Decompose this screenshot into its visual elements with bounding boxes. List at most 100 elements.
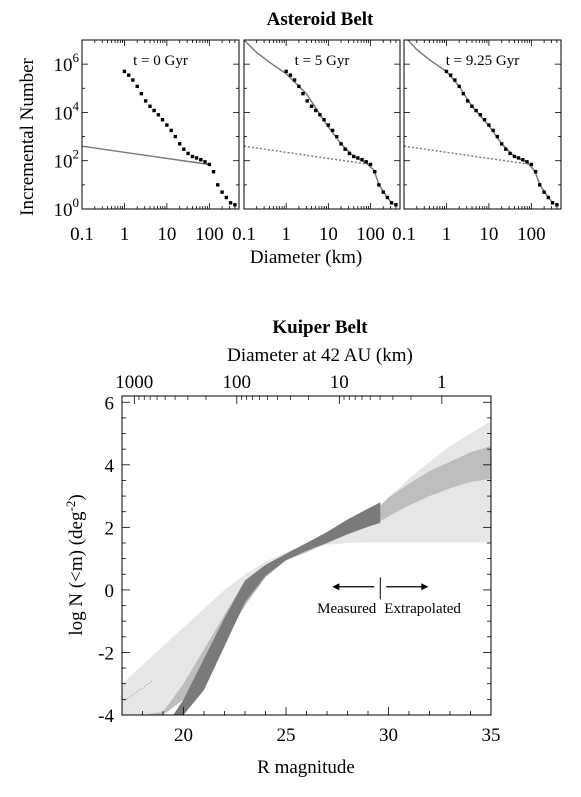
data-point <box>143 99 148 103</box>
kuiper-top-x-axis-label: Diameter at 42 AU (km) <box>227 345 413 366</box>
data-point <box>322 117 326 122</box>
data-point <box>461 91 466 96</box>
data-point <box>465 99 470 103</box>
x-tick-label: 1 <box>442 224 452 245</box>
x-tick-label: 25 <box>277 725 296 746</box>
data-point <box>169 128 173 133</box>
data-point <box>148 104 152 108</box>
data-point <box>389 201 394 205</box>
data-point <box>512 154 517 159</box>
y-tick-label: -4 <box>98 706 114 727</box>
x-tick-label: 10 <box>319 224 338 245</box>
data-point <box>284 69 288 74</box>
data-point <box>381 190 385 194</box>
data-point <box>550 201 555 205</box>
data-point <box>309 104 314 108</box>
data-point <box>173 134 178 139</box>
data-point <box>360 158 364 162</box>
extrapolated-label: Extrapolated <box>384 601 461 617</box>
data-point <box>482 117 487 122</box>
kuiper-x-axis-label: R magnitude <box>257 757 355 778</box>
data-point <box>516 156 521 160</box>
data-point <box>292 78 297 82</box>
panel-content <box>404 40 559 207</box>
data-point <box>220 190 224 194</box>
data-point <box>364 160 368 164</box>
kuiper-y-axis-label-sup: -2 <box>63 501 78 512</box>
data-point <box>313 108 318 113</box>
data-point <box>533 170 538 174</box>
kuiper-y-axis-label-main: log N (<m) (deg <box>66 511 87 636</box>
kuiper-plot: Measured Extrapolated 20 25 30 35 -4 -2 0 2 4 61000… <box>98 372 500 746</box>
data-point <box>529 162 534 167</box>
measured-label: Measured <box>317 601 377 617</box>
x-tick-label: 0.1 <box>70 224 94 245</box>
y-tick-label: 106 <box>54 50 80 76</box>
x-tick-label: 100 <box>356 224 385 245</box>
asteroid-panel-0: t = 0 Gyr 0.1 1 10 100 <box>70 39 240 245</box>
data-point <box>305 99 309 103</box>
band-outer <box>122 421 491 715</box>
data-point <box>160 117 165 122</box>
model-line-dotted <box>404 145 532 166</box>
data-point <box>474 108 478 113</box>
x-tick-label: 100 <box>517 224 546 245</box>
data-point <box>546 195 550 200</box>
data-point <box>122 69 127 74</box>
y-tick-label: 100 <box>54 195 80 221</box>
top-x-tick-label: 1 <box>437 372 447 393</box>
data-point <box>377 183 381 187</box>
data-point <box>495 134 500 139</box>
data-point <box>186 151 190 156</box>
measured-arrowhead <box>332 583 340 591</box>
x-tick-label: 35 <box>482 725 501 746</box>
data-point <box>394 203 398 207</box>
data-point <box>487 123 491 127</box>
top-x-tick-label: 10 <box>330 372 349 393</box>
y-tick-base: 10 <box>54 103 73 124</box>
y-tick-label: -2 <box>98 643 114 664</box>
data-point <box>457 84 461 89</box>
data-point <box>470 104 474 108</box>
data-point <box>326 123 331 127</box>
data-point <box>499 142 504 146</box>
data-point <box>182 147 186 151</box>
y-tick-label: 0 <box>105 581 115 602</box>
y-tick-label: 2 <box>105 518 115 539</box>
data-point <box>352 154 356 159</box>
data-point <box>131 78 135 82</box>
y-tick-base: 10 <box>54 200 73 221</box>
data-point <box>152 108 156 113</box>
asteroid-panel-2: t = 9.25 Gyr 0.1 1 10 100 <box>392 39 562 245</box>
data-point <box>224 195 228 200</box>
panel-frame <box>243 39 401 210</box>
x-tick-label: 0.1 <box>232 224 256 245</box>
data-point <box>207 162 212 167</box>
y-tick-label: 6 <box>105 393 115 414</box>
kuiper-y-axis-label: log N (<m) (deg-2) <box>63 494 87 635</box>
data-point <box>347 151 352 156</box>
data-point <box>508 151 512 156</box>
data-point <box>165 123 169 127</box>
model-line-solid <box>82 145 210 166</box>
data-point <box>444 69 449 74</box>
top-x-tick-label: 1000 <box>115 372 153 393</box>
data-point <box>199 158 203 162</box>
y-tick-base: 10 <box>54 55 73 76</box>
panel-label: t = 5 Gyr <box>295 53 350 69</box>
data-point <box>297 84 301 89</box>
data-point <box>288 73 293 77</box>
data-point <box>216 183 220 187</box>
data-point <box>335 134 339 139</box>
data-point <box>233 203 237 207</box>
data-point <box>368 162 373 167</box>
data-point <box>194 156 199 160</box>
data-point <box>330 128 335 133</box>
data-point <box>156 113 161 117</box>
y-tick-label: 104 <box>54 98 80 124</box>
data-point <box>343 147 347 151</box>
data-point <box>449 73 453 77</box>
data-point <box>228 201 233 205</box>
